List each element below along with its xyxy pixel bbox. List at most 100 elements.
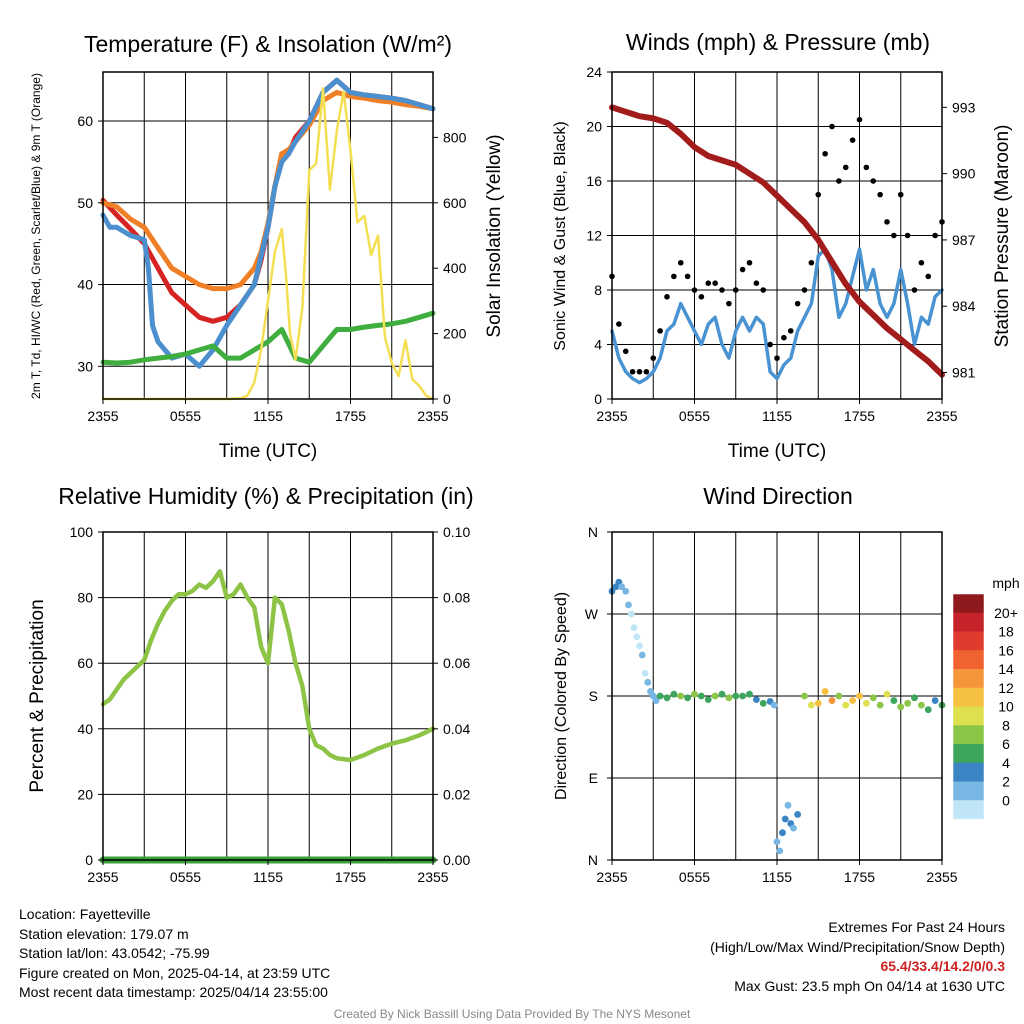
direction-point [911, 694, 918, 702]
gust-point [726, 300, 732, 307]
gust-point [616, 321, 622, 327]
y2-tick-label: 200 [443, 326, 467, 342]
y-tick-label: 60 [77, 113, 93, 129]
colorbar-swatch [953, 706, 984, 726]
y-tick-label: 100 [70, 524, 94, 540]
gust-point [739, 266, 746, 273]
colorbar-swatch [953, 650, 984, 670]
gust-point [774, 355, 780, 361]
figure-created: Figure created on Mon, 2025-04-14, at 23… [19, 964, 331, 981]
y-tick-label: 40 [77, 277, 93, 293]
y-tick-label: 0 [85, 852, 93, 868]
direction-point [814, 699, 822, 707]
direction-point [794, 811, 802, 818]
x-tick-label: 0555 [679, 408, 710, 424]
gust-point [815, 191, 822, 198]
colorbar-label: 12 [998, 680, 1014, 696]
gust-point [808, 259, 815, 266]
x-tick-label: 2355 [596, 408, 627, 424]
gust-point [918, 259, 925, 266]
colorbar-swatch [953, 669, 984, 689]
x-axis-label: Time (UTC) [219, 441, 318, 462]
y2-tick-label: 400 [443, 260, 467, 276]
gust-point [767, 341, 773, 348]
colorbar-label: 10 [998, 699, 1014, 715]
station-latlon: Station lat/lon: 43.0542; -75.99 [19, 945, 210, 961]
gust-point [911, 287, 918, 293]
colorbar-label: 14 [998, 661, 1014, 677]
y-tick-label: 0 [594, 391, 602, 407]
gust-point [842, 164, 849, 171]
recent-timestamp: Most recent data timestamp: 2025/04/14 2… [19, 984, 328, 1000]
y-tick-label: W [585, 606, 599, 622]
direction-point [821, 688, 829, 695]
colorbar-label: 2 [1002, 774, 1010, 790]
y2-tick-label: 0 [443, 391, 451, 407]
x-tick-label: 0555 [170, 408, 201, 424]
direction-point [842, 701, 850, 709]
gust-point [904, 232, 911, 239]
y2-tick-label: 0.04 [443, 721, 470, 737]
y2-tick-label: 987 [952, 232, 976, 248]
direction-point [725, 694, 733, 702]
y-axis-label: Sonic Wind & Gust (Blue, Black) [552, 121, 569, 350]
gust-point [794, 300, 801, 307]
gust-point [856, 116, 863, 123]
y-tick-label: 40 [77, 721, 93, 737]
colorbar-label: 4 [1002, 755, 1010, 771]
direction-point [779, 829, 786, 837]
direction-point [684, 694, 692, 702]
y2-axis-label: Solar Insolation (Yellow) [484, 134, 505, 337]
direction-point [627, 610, 635, 618]
y-tick-label: 16 [586, 173, 602, 189]
direction-point [630, 624, 638, 632]
gust-point [629, 368, 636, 375]
y2-tick-label: 990 [952, 166, 976, 182]
x-tick-label: 1755 [335, 408, 366, 424]
direction-point [636, 642, 643, 650]
direction-point [656, 692, 664, 700]
gust-point [732, 287, 739, 293]
direction-point [801, 692, 808, 700]
direction-point [633, 633, 641, 641]
direction-point [784, 801, 792, 809]
x-tick-label: 1155 [253, 408, 283, 424]
x-tick-label: 0555 [679, 869, 710, 885]
colorbar-label: 16 [998, 642, 1014, 658]
gust-point [650, 355, 657, 361]
gust-point [760, 287, 767, 293]
gust-point [863, 164, 870, 171]
chart-title: Winds (mph) & Pressure (mb) [626, 29, 930, 55]
direction-point [691, 690, 698, 698]
y-tick-label: E [589, 770, 598, 786]
colorbar-swatch [953, 631, 984, 651]
gust-point [643, 368, 650, 375]
direction-point [773, 838, 781, 846]
direction-point [746, 690, 753, 698]
direction-point [883, 690, 891, 698]
gust-point [677, 259, 684, 266]
extremes-box: Extremes For Past 24 Hours (High/Low/Max… [710, 918, 1005, 996]
station-info: Location: Fayetteville Station elevation… [19, 905, 330, 1003]
direction-point [618, 583, 626, 591]
colorbar-swatch [953, 594, 984, 614]
colorbar-swatch [953, 762, 984, 782]
gust-point [801, 287, 808, 293]
series-line-relative-humidity [100, 569, 436, 763]
direction-point [776, 847, 784, 855]
x-tick-label: 1755 [844, 408, 875, 424]
direction-point [677, 692, 685, 700]
y2-tick-label: 0.02 [443, 786, 470, 802]
y-tick-label: N [588, 524, 598, 540]
direction-point [890, 697, 898, 704]
gust-point [877, 191, 883, 198]
gust-point [664, 294, 670, 300]
direction-point [622, 587, 630, 595]
gust-point [932, 232, 938, 239]
gust-point [849, 137, 856, 143]
gust-point [925, 273, 932, 280]
max-gust: Max Gust: 23.5 mph On 04/14 at 1630 UTC [734, 977, 1005, 994]
direction-point [876, 701, 884, 709]
y-tick-label: 24 [586, 64, 602, 80]
direction-point [828, 697, 836, 704]
